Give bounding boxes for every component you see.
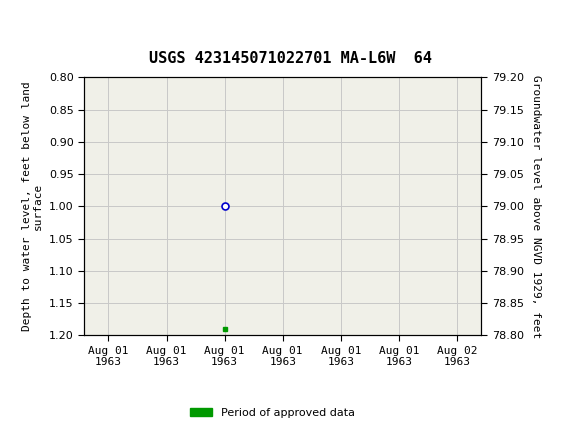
Legend: Period of approved data: Period of approved data — [186, 403, 360, 422]
Text: USGS 423145071022701 MA-L6W  64: USGS 423145071022701 MA-L6W 64 — [148, 51, 432, 65]
Text: ⊠USGS: ⊠USGS — [9, 13, 85, 32]
Y-axis label: Depth to water level, feet below land
surface: Depth to water level, feet below land su… — [22, 82, 44, 331]
Y-axis label: Groundwater level above NGVD 1929, feet: Groundwater level above NGVD 1929, feet — [531, 75, 541, 338]
